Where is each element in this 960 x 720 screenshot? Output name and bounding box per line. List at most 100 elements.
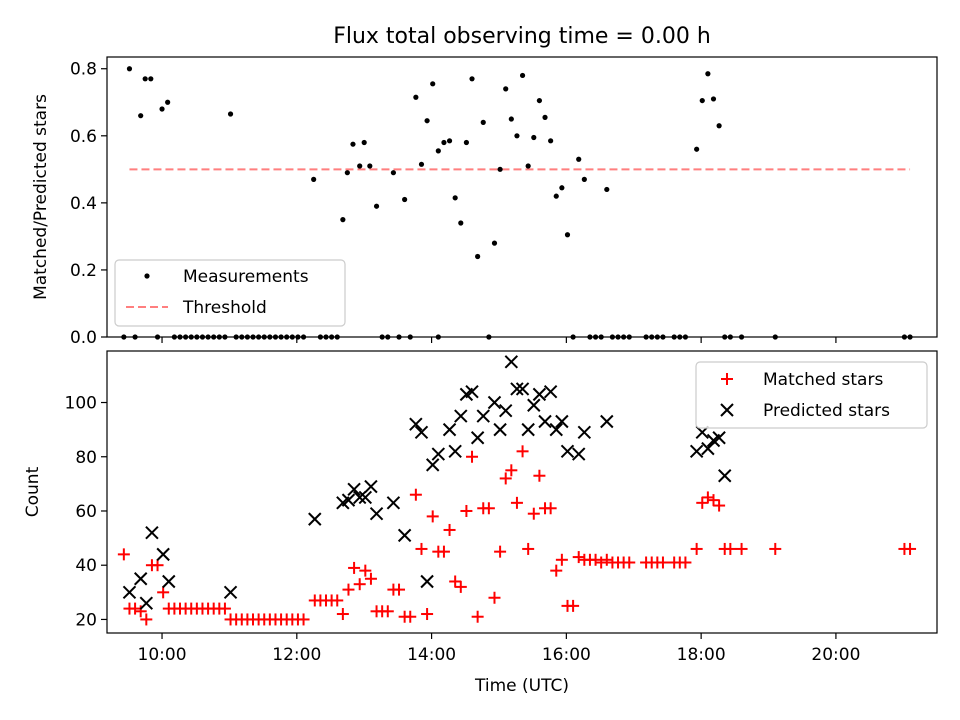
- matched-star-point: [494, 545, 507, 558]
- top-y-ticks: 0.0 0.2 0.4 0.6 0.8: [70, 60, 107, 348]
- measurement-point: [536, 97, 543, 104]
- measurement-point: [503, 86, 509, 92]
- predicted-star-point: [504, 355, 519, 369]
- measurement-point: [519, 72, 526, 79]
- measurement-point: [508, 116, 514, 122]
- measurement-point: [694, 146, 700, 152]
- predicted-star-point: [493, 422, 507, 437]
- predicted-star-point: [308, 512, 322, 526]
- predicted-star-point: [560, 444, 575, 459]
- matched-star-point: [359, 564, 372, 577]
- matched-star-point: [656, 556, 669, 569]
- legend-matched-marker: [721, 373, 733, 385]
- measurement-point: [559, 185, 565, 191]
- predicted-star-point: [448, 444, 462, 459]
- matched-star-point: [555, 553, 568, 566]
- measurement-point: [350, 141, 356, 147]
- matched-star-point: [522, 542, 535, 555]
- top-legend: Measurements Threshold: [114, 259, 346, 327]
- predicted-star-point: [364, 479, 378, 494]
- matched-star-point: [353, 578, 366, 591]
- measurement-point: [126, 66, 133, 72]
- predicted-star-point: [442, 422, 457, 437]
- measurement-point: [716, 123, 722, 129]
- bottom-x-tick-label: 14:00: [407, 645, 456, 665]
- matched-star-point: [134, 605, 147, 618]
- predicted-star-point: [600, 414, 614, 429]
- measurement-point: [402, 196, 408, 203]
- top-y-tick-label: 0.2: [70, 261, 97, 281]
- matched-star-point: [140, 613, 153, 626]
- top-panel: Flux total observing time = 0.00 h Match…: [31, 24, 938, 348]
- predicted-star-point: [347, 482, 361, 496]
- matched-star-point: [381, 605, 394, 618]
- legend-measurements-label: Measurements: [183, 267, 309, 287]
- measurement-point: [480, 119, 486, 125]
- bottom-x-tick-label: 16:00: [542, 645, 591, 665]
- measurement-point: [430, 81, 436, 87]
- matched-star-point: [404, 610, 417, 623]
- legend-matched-label: Matched stars: [763, 370, 883, 390]
- matched-star-point: [550, 564, 563, 577]
- predicted-star-point: [555, 414, 569, 429]
- top-y-tick-label: 0.8: [70, 60, 97, 80]
- bottom-x-ticks: 10:00 12:00 14:00 16:00 18:00 20:00: [138, 633, 860, 665]
- predicted-star-point: [454, 409, 468, 423]
- measurement-point: [441, 139, 447, 146]
- measurement-point: [514, 133, 520, 139]
- measurement-point: [553, 193, 559, 199]
- top-y-tick-label: 0.6: [70, 127, 97, 147]
- matched-star-point: [466, 450, 479, 463]
- top-chart-title: Flux total observing time = 0.00 h: [333, 24, 711, 49]
- top-plot-frame: [106, 56, 938, 338]
- measurement-point: [531, 134, 537, 141]
- predicted-star-point: [538, 414, 552, 429]
- measurement-point: [463, 139, 470, 146]
- measurement-point: [491, 240, 498, 246]
- predicted-star-point: [689, 444, 704, 459]
- legend-predicted-marker: [720, 403, 734, 417]
- predicted-star-point: [397, 528, 412, 543]
- predicted-star-point: [352, 490, 367, 505]
- predicted-star-point: [341, 493, 356, 507]
- predicted-star-point: [527, 398, 541, 412]
- measurement-point: [344, 170, 350, 176]
- predicted-star-point: [426, 458, 440, 472]
- legend-predicted-label: Predicted stars: [763, 401, 890, 421]
- matched-star-point: [690, 542, 703, 555]
- measurement-point: [138, 113, 144, 119]
- bottom-plot-frame: [106, 350, 938, 634]
- predicted-star-point: [476, 409, 490, 423]
- matched-star-point: [449, 575, 462, 588]
- matched-star-point: [701, 491, 714, 504]
- matched-star-point: [409, 488, 422, 501]
- predicted-star-point: [521, 422, 535, 437]
- measurement-point: [576, 156, 582, 162]
- measurement-point: [542, 114, 548, 120]
- matched-star-point: [117, 548, 130, 561]
- matched-star-point: [426, 510, 439, 523]
- predicted-star-point: [712, 431, 726, 445]
- bottom-y-tick-label: 40: [75, 556, 97, 576]
- measurement-point: [452, 195, 458, 201]
- measurement-point: [446, 138, 453, 144]
- bottom-x-tick-label: 10:00: [138, 645, 187, 665]
- measurement-point: [367, 163, 373, 169]
- matched-star-point: [679, 556, 692, 569]
- predicted-star-point: [133, 572, 148, 586]
- bottom-y-tick-label: 60: [75, 502, 97, 522]
- predicted-star-point: [549, 422, 563, 437]
- predicted-star-point: [162, 574, 176, 589]
- bottom-x-tick-label: 12:00: [272, 645, 321, 665]
- bottom-x-tick-label: 20:00: [811, 645, 860, 665]
- measurement-point: [564, 232, 571, 238]
- matched-star-point: [460, 504, 473, 517]
- measurement-point: [710, 96, 717, 102]
- predicted-star-point: [470, 431, 485, 445]
- predicted-star-point: [487, 395, 502, 410]
- matched-star-point: [713, 499, 726, 512]
- predicted-star-point: [223, 585, 238, 600]
- bottom-x-tick-label: 18:00: [677, 645, 726, 665]
- matched-star-point: [437, 545, 450, 558]
